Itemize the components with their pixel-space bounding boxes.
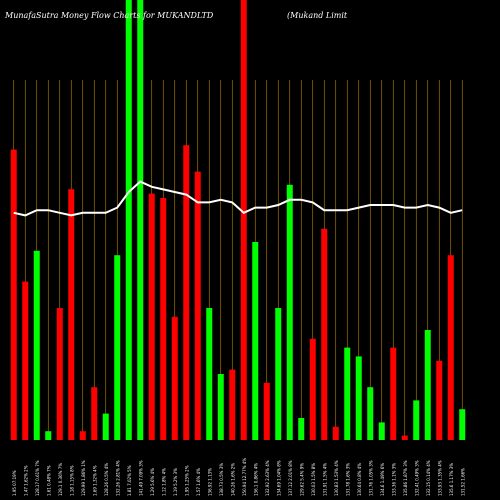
bar-3 bbox=[33, 250, 40, 440]
x-tick-label: 128.17 0.61% 7% bbox=[35, 460, 40, 496]
bar-35 bbox=[401, 435, 408, 440]
x-tick-label: 1.12 1.8% 4% bbox=[161, 468, 166, 496]
bar-8 bbox=[91, 387, 98, 440]
x-tick-label: 131.52 1.66% bbox=[460, 468, 465, 496]
x-tick-label: 131.78 1.6% 3% bbox=[345, 463, 350, 496]
bar-1 bbox=[10, 149, 17, 440]
bar-40 bbox=[459, 409, 466, 440]
x-tick-label: 1.29 5.6% 4% bbox=[150, 468, 155, 496]
x-tick-label: 1.18 1.15% 8% bbox=[69, 465, 74, 496]
bar-4 bbox=[45, 431, 52, 440]
bar-10 bbox=[114, 255, 121, 440]
x-tick-label: 1.57 1.6% 4% bbox=[196, 468, 201, 496]
x-tick-label: 136.1 0.86% 4% bbox=[253, 463, 258, 496]
x-tick-label: 1.95 07:19% bbox=[12, 470, 17, 496]
bar-33 bbox=[378, 422, 385, 440]
x-tick-label: 134.69 1.04% 8% bbox=[276, 460, 281, 496]
bar-5 bbox=[56, 308, 63, 440]
x-tick-label: 130.64 0.8% 4% bbox=[357, 463, 362, 496]
bar-14 bbox=[160, 198, 167, 440]
x-tick-label: 1.47 1.62% 2% bbox=[23, 465, 28, 496]
x-tick-label: 128.26 0.5% 4% bbox=[104, 463, 109, 496]
x-tick-label: 130.03 1.5% 8% bbox=[311, 463, 316, 496]
chart-subtitle: (Mukand Limit bbox=[287, 11, 348, 20]
x-tick-label: 1.61 0.48% 7% bbox=[46, 465, 51, 496]
x-tick-label: 131.76 1.05% 3% bbox=[368, 460, 373, 496]
x-tick-label: 135.86 1.87% 3% bbox=[403, 460, 408, 496]
bar-22 bbox=[252, 242, 259, 440]
bar-17 bbox=[194, 171, 201, 440]
bar-36 bbox=[413, 400, 420, 440]
bar-32 bbox=[367, 387, 374, 440]
bar-6 bbox=[68, 189, 75, 440]
bar-9 bbox=[102, 413, 109, 440]
x-tick-label: 1.81 7.02% 5% bbox=[127, 465, 132, 496]
bar-29 bbox=[332, 426, 339, 440]
bar-24 bbox=[275, 308, 282, 440]
bar-18 bbox=[206, 308, 213, 440]
x-tick-labels: 1.95 07:19% 1.47 1.62% 2% 128.17 0.61% 7% 1… bbox=[12, 458, 466, 496]
x-tick-label: 1.69 1.32% 4% bbox=[92, 465, 97, 496]
x-tick-label: 1.95 1.25% 2% bbox=[184, 465, 189, 496]
x-tick-label: 141.49 7.09% 3% bbox=[138, 460, 143, 496]
x-tick-label: 133.36 1.1% 3% bbox=[391, 463, 396, 496]
chart-title: MunafaSutra Money Flow Charts for MUKAND… bbox=[5, 11, 214, 20]
bar-26 bbox=[298, 418, 305, 440]
bar-28 bbox=[321, 228, 328, 440]
bar-25 bbox=[286, 184, 293, 440]
bar-30 bbox=[344, 347, 351, 440]
money-flow-line bbox=[13, 180, 463, 217]
x-tick-label: 140.26 1.6% 2% bbox=[230, 463, 235, 496]
bar-16 bbox=[183, 145, 190, 440]
x-tick-label: 129.62 5.4% 9% bbox=[299, 463, 304, 496]
x-tick-label: 132.92 2.63% 4% bbox=[265, 460, 270, 496]
x-tick-label: 132.26 2.81% 4% bbox=[115, 460, 120, 496]
bar-2 bbox=[22, 281, 29, 440]
bar-20 bbox=[229, 369, 236, 440]
x-tick-label: 131.91 1.5% 4% bbox=[322, 463, 327, 496]
x-tick-label: 138.73 0.5% 3% bbox=[219, 463, 224, 496]
bar-13 bbox=[148, 193, 155, 440]
bar-34 bbox=[390, 347, 397, 440]
x-tick-label: 150.94 12.77% 4% bbox=[242, 458, 247, 496]
x-tick-label: 135.6 1.17% 3% bbox=[449, 463, 454, 496]
x-tick-label: 132.15 0.14% 4% bbox=[426, 460, 431, 496]
x-tick-label: 136.92 1.13% bbox=[207, 468, 212, 496]
bar-7 bbox=[79, 431, 86, 440]
bar-37 bbox=[424, 330, 431, 440]
bar-11 bbox=[125, 0, 132, 440]
x-tick-label: 129.1 0.36% 7% bbox=[58, 463, 63, 496]
x-tick-label: 133.93 1.35% 4% bbox=[437, 460, 442, 496]
bar-27 bbox=[309, 338, 316, 440]
bar-19 bbox=[217, 374, 224, 440]
bar-12 bbox=[137, 0, 144, 440]
x-tick-label: 1.19 5.2% 3% bbox=[173, 468, 178, 496]
bars bbox=[10, 0, 466, 440]
bar-23 bbox=[263, 382, 270, 440]
bar-38 bbox=[436, 360, 443, 440]
bar-39 bbox=[447, 255, 454, 440]
bar-21 bbox=[240, 0, 247, 440]
bar-31 bbox=[355, 356, 362, 440]
x-tick-label: 137.12 2.01% 8% bbox=[288, 460, 293, 496]
x-tick-label: 132.41 0.49% 3% bbox=[414, 460, 419, 496]
bar-15 bbox=[171, 316, 178, 440]
x-tick-label: 130.83 1.53% 4% bbox=[334, 460, 339, 496]
x-tick-label: 129.99 1.86% 1% bbox=[81, 460, 86, 496]
x-tick-label: 134.6 1.49% 6% bbox=[380, 463, 385, 496]
